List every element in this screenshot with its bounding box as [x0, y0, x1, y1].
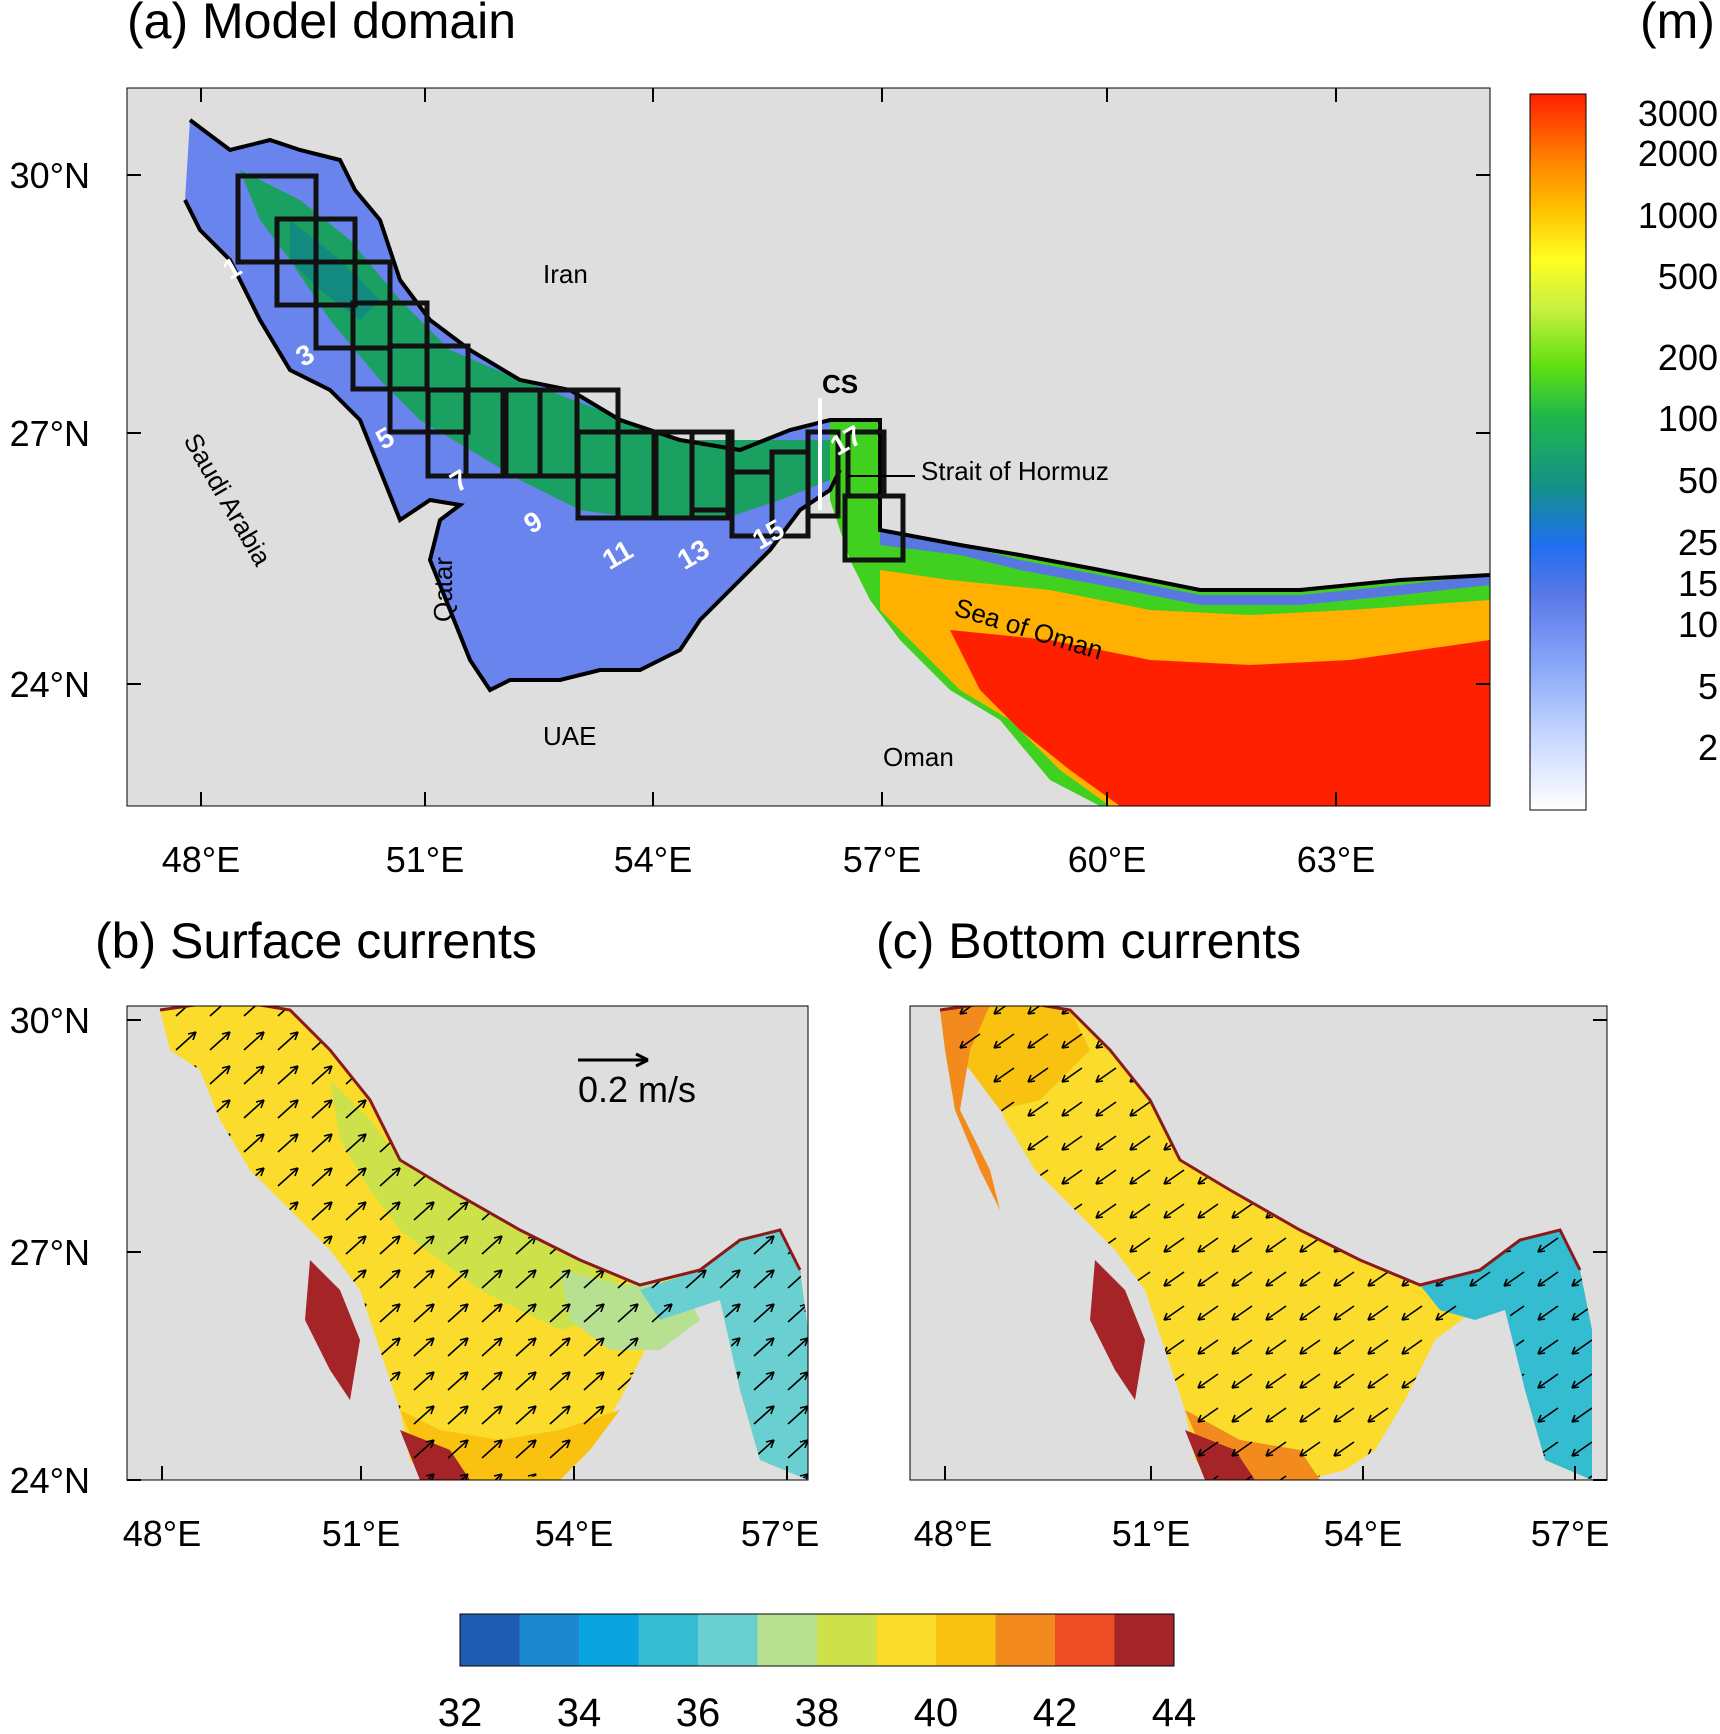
salinity-colorbar-swatch	[995, 1614, 1056, 1666]
analysis-boxes	[235, 173, 906, 563]
lon-label: 57°E	[741, 1513, 819, 1554]
label-strait-of-hormuz: Strait of Hormuz	[921, 456, 1109, 486]
panel-c-title: (c) Bottom currents	[876, 913, 1302, 969]
salinity-tick-label: 42	[1033, 1691, 1078, 1734]
coastline-c	[939, 1006, 1582, 1287]
lat-label: 24°N	[10, 664, 90, 705]
label-uae: UAE	[543, 721, 596, 751]
salinity-colorbar	[459, 1613, 1175, 1667]
coastline-b	[159, 1006, 802, 1287]
lon-label: 51°E	[322, 1513, 400, 1554]
panel-c-frame	[909, 1005, 1608, 1481]
depth-tick-label: 25	[1678, 522, 1718, 563]
depth-unit-label: (m)	[1640, 0, 1715, 49]
lon-label: 54°E	[614, 839, 692, 880]
lat-label: 27°N	[10, 413, 90, 454]
lon-label: 48°E	[162, 839, 240, 880]
salinity-colorbar-swatch	[757, 1614, 818, 1666]
panel-a-map: 1 3 5 7 9 11 13 15 17 Iran Saudi Arabia …	[10, 87, 1718, 880]
salinity-colorbar-swatch	[460, 1614, 520, 1666]
salinity-tick-label: 34	[557, 1691, 602, 1734]
lon-label: 57°E	[1531, 1513, 1609, 1554]
lon-label: 48°E	[123, 1513, 201, 1554]
arrows-field-b	[160, 1006, 808, 1480]
salinity-colorbar-swatch	[876, 1614, 937, 1666]
depth-tick-label: 100	[1658, 398, 1718, 439]
depth-tick-label: 200	[1658, 337, 1718, 378]
depth-tick-label: 500	[1658, 256, 1718, 297]
analysis-box	[805, 429, 841, 519]
label-oman: Oman	[883, 742, 954, 772]
lat-label: 30°N	[10, 155, 90, 196]
analysis-box	[842, 493, 906, 563]
salinity-colorbar-swatch	[519, 1614, 580, 1666]
panel-a-title: (a) Model domain	[127, 0, 517, 49]
salinity-tick-label: 40	[914, 1691, 959, 1734]
panel-a-frame	[126, 87, 1491, 807]
salinity-tick-label: 44	[1152, 1691, 1197, 1734]
panel-b-title: (b) Surface currents	[95, 913, 537, 969]
depth-tick-label: 10	[1678, 604, 1718, 645]
depth-tick-label: 15	[1678, 563, 1718, 604]
salinity-colorbar-swatch	[698, 1614, 758, 1666]
salinity-tick-label: 36	[676, 1691, 721, 1734]
depth-colorbar	[1529, 93, 1587, 811]
panels-b-c: 0.2 m/s 30°N 27°N 24°N 48°E 51°E 54°E 57…	[10, 1000, 1610, 1734]
reference-vector-label: 0.2 m/s	[578, 1069, 696, 1110]
lon-label: 54°E	[1324, 1513, 1402, 1554]
lat-label: 30°N	[10, 1000, 90, 1041]
depth-tick-label: 2	[1698, 727, 1718, 768]
salinity-colorbar-swatch	[1055, 1614, 1115, 1666]
very-high-salinity-coast-c	[1090, 1260, 1255, 1480]
lon-label: 60°E	[1068, 839, 1146, 880]
lon-label: 54°E	[535, 1513, 613, 1554]
very-high-salinity-coast-b	[305, 1260, 470, 1480]
lon-label: 51°E	[1112, 1513, 1190, 1554]
lat-label: 24°N	[10, 1460, 90, 1501]
lon-label: 51°E	[386, 839, 464, 880]
reference-vector-head	[635, 1052, 649, 1068]
lon-label: 57°E	[843, 839, 921, 880]
salinity-colorbar-swatch	[638, 1614, 699, 1666]
salinity-colorbar-swatch	[936, 1614, 996, 1666]
depth-tick-label: 5	[1698, 666, 1718, 707]
salinity-colorbar-swatch	[817, 1614, 877, 1666]
depth-tick-label: 1000	[1638, 195, 1718, 236]
label-qatar: Qatar	[428, 557, 458, 622]
panel-c-map	[910, 1006, 1607, 1480]
depth-tick-label: 50	[1678, 460, 1718, 501]
panel-b-frame	[126, 1005, 809, 1481]
arrows-field-c	[940, 1006, 1592, 1480]
salinity-colorbar-swatch	[1114, 1614, 1175, 1666]
salinity-colorbar-frame	[459, 1613, 1175, 1667]
salinity-tick-label: 38	[795, 1691, 840, 1734]
sea-of-oman-deep	[950, 630, 1490, 806]
label-cs: CS	[822, 369, 858, 399]
depth-tick-label: 2000	[1638, 133, 1718, 174]
lat-label: 27°N	[10, 1232, 90, 1273]
panel-b-map	[127, 1006, 808, 1480]
lon-label: 63°E	[1297, 839, 1375, 880]
salinity-colorbar-swatch	[579, 1614, 639, 1666]
lon-label: 48°E	[914, 1513, 992, 1554]
depth-tick-label: 3000	[1638, 93, 1718, 134]
salinity-tick-label: 32	[438, 1691, 483, 1734]
southern-coastline	[183, 199, 842, 693]
label-iran: Iran	[543, 259, 588, 289]
